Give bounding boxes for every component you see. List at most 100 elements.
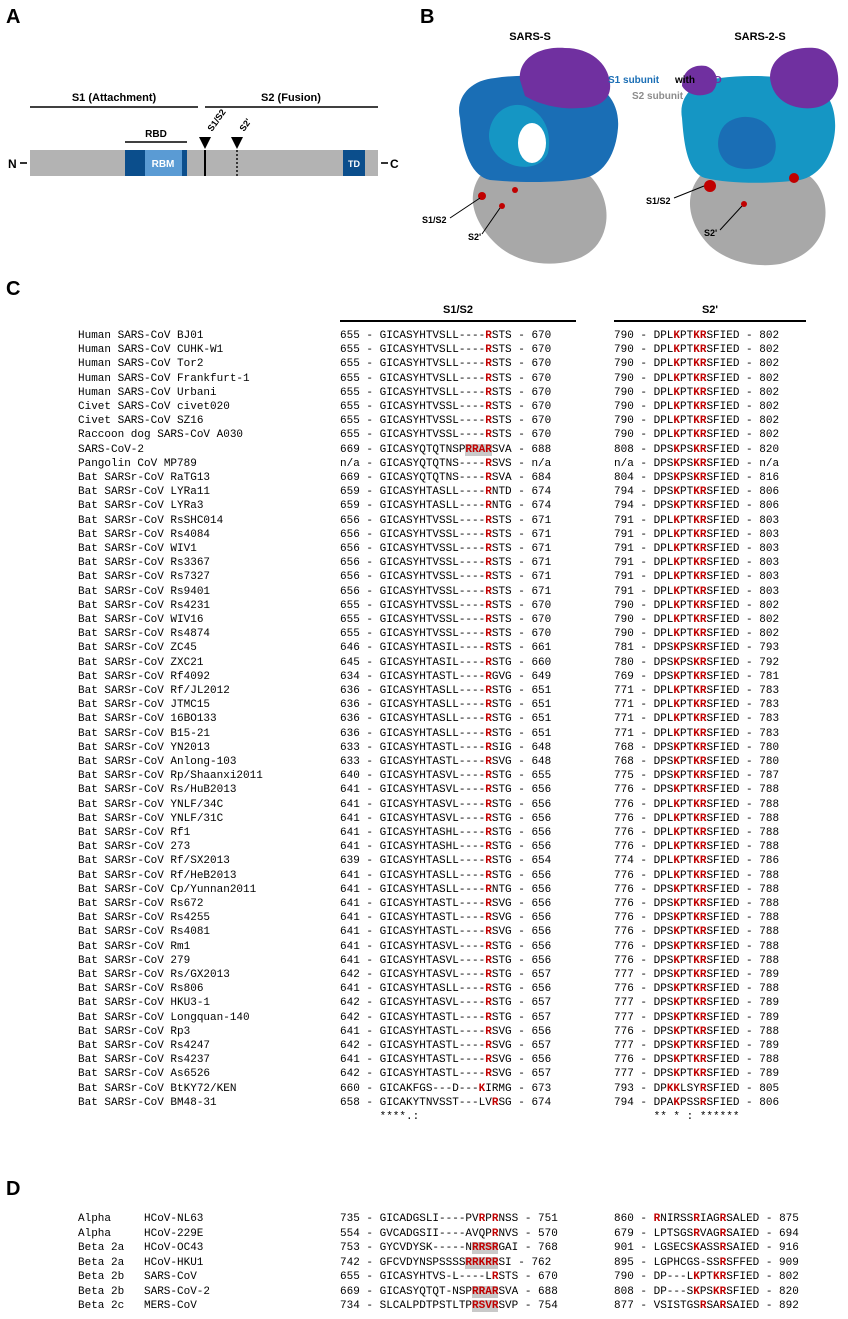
strain-name: Bat SARSr-CoV Rs4081 [78,926,210,939]
s1s2-sequence: 642 - GICASYHTASTL----RSVG - 657 [340,1040,551,1053]
panel-letter-a: A [6,6,20,29]
genus-group: Beta 2a [78,1257,124,1270]
strain-name: Bat SARSr-CoV Rm1 [78,941,190,954]
strain-name: Bat SARSr-CoV B15-21 [78,728,210,741]
s1s2-sequence: 641 - GICASYHTASVL----RSTG - 656 [340,813,551,826]
s2p-sequence: 777 - DPSKPTKRSFIED - 789 [614,969,779,982]
s1s2-sequence: 655 - GICASYHTVSSL----RSTS - 670 [340,614,551,627]
s2p-sequence: 777 - DPSKPTKRSFIED - 789 [614,1068,779,1081]
virus-name: SARS-CoV-2 [144,1286,210,1299]
s2p-sequence: 679 - LPTSGSRVAGRSAIED - 694 [614,1228,799,1241]
s2p-sequence: 776 - DPLKPTKRSFIED - 788 [614,870,779,883]
s2p-sequence: 771 - DPLKPTKRSFIED - 783 [614,713,779,726]
s2p-sequence: 776 - DPSKPTKRSFIED - 788 [614,1054,779,1067]
virus-name: HCoV-OC43 [144,1242,203,1255]
s1s2-sequence: 656 - GICASYHTVSSL----RSTS - 671 [340,543,551,556]
s1s2-sequence: 642 - GICASYHTASTL----RSVG - 657 [340,1068,551,1081]
virus-name: SARS-CoV [144,1271,197,1284]
s2p-site-label: S2' [237,117,253,134]
s2p-sequence: 790 - DPLKPTKRSFIED - 802 [614,614,779,627]
s2p-sequence: 776 - DPLKPTKRSFIED - 788 [614,799,779,812]
s1s2-sequence: 641 - GICASYHTASTL----RSVG - 656 [340,1026,551,1039]
s2p-sequence: 791 - DPLKPTKRSFIED - 803 [614,557,779,570]
strain-name: Bat SARSr-CoV Cp/Yunnan2011 [78,884,256,897]
strain-name: Bat SARSr-CoV RsSHC014 [78,515,223,528]
s2p-sequence: 776 - DPSKPTKRSFIED - 788 [614,1026,779,1039]
s1s2-sequence: 656 - GICASYHTVSSL----RSTS - 671 [340,557,551,570]
s2p-sequence: 776 - DPLKPTKRSFIED - 788 [614,841,779,854]
s1s2-sequence: 641 - GICASYHTASTL----RSVG - 656 [340,926,551,939]
s2p-sequence: n/a - DPSKPSKRSFIED - n/a [614,458,779,471]
strain-name: Bat SARSr-CoV Rs4237 [78,1054,210,1067]
s1s2-sequence: 655 - GICASYHTVSLL----RSTS - 670 [340,330,551,343]
strain-name: Bat SARSr-CoV 279 [78,955,190,968]
s2p-sequence: 777 - DPSKPTKRSFIED - 789 [614,997,779,1010]
strain-name: Bat SARSr-CoV ZXC21 [78,657,203,670]
s1s2-sequence: 742 - GFCVDYNSPSSSSRRKRRSI - 762 [340,1257,551,1270]
s2p-consensus: ** * : ****** [614,1111,739,1124]
strain-name: Bat SARSr-CoV Rf1 [78,827,190,840]
s1s2-sequence: 642 - GICASYHTASVL----RSTG - 657 [340,969,551,982]
s1s2-sequence: 753 - GYCVDYSK-----NRRSRGAI - 768 [340,1242,558,1255]
s2p-sequence: 776 - DPSKPTKRSFIED - 788 [614,884,779,897]
strain-name: Bat SARSr-CoV Rs4247 [78,1040,210,1053]
s2p-sequence: 790 - DPLKPTKRSFIED - 802 [614,387,779,400]
s2p-sequence: 793 - DPKKLSYRSFIED - 805 [614,1083,779,1096]
sars-s-site-extra [512,187,518,193]
s2p-sequence: 776 - DPSKPTKRSFIED - 788 [614,983,779,996]
s1s2-sequence: 641 - GICASYHTASVL----RSTG - 656 [340,955,551,968]
sars2-s-s1s2-label: S1/S2 [646,196,671,206]
strain-name: Civet SARS-CoV SZ16 [78,415,203,428]
strain-name: Bat SARSr-CoV LYRa3 [78,500,203,513]
strain-name: Human SARS-CoV Frankfurt-1 [78,373,250,386]
strain-name: Bat SARSr-CoV Rs672 [78,898,203,911]
sars2-s-site-extra [789,173,799,183]
s1s2-sequence: 656 - GICASYHTVSSL----RSTS - 671 [340,515,551,528]
s2p-sequence: 791 - DPLKPTKRSFIED - 803 [614,571,779,584]
s1s2-sequence: 655 - GICASYHTVSSL----RSTS - 670 [340,628,551,641]
s1s2-sequence: 645 - GICASYHTASIL----RSTG - 660 [340,657,551,670]
s1s2-sequence: 641 - GICASYHTASHL----RSTG - 656 [340,827,551,840]
virus-name: HCoV-HKU1 [144,1257,203,1270]
sars2-s-title: SARS-2-S [734,31,785,43]
s1s2-sequence: 655 - GICASYHTVSLL----RSTS - 670 [340,387,551,400]
s2p-sequence: 790 - DPLKPTKRSFIED - 802 [614,330,779,343]
s2p-sequence: 776 - DPLKPTKRSFIED - 788 [614,813,779,826]
strain-name: Bat SARSr-CoV BtKY72/KEN [78,1083,236,1096]
legend-rbd: RBD [700,75,722,86]
s2p-sequence: 790 - DPLKPTKRSFIED - 802 [614,600,779,613]
s1s2-sequence: 633 - GICASYHTASTL----RSVG - 648 [340,756,551,769]
strain-name: Bat SARSr-CoV Longquan-140 [78,1012,250,1025]
s1s2-sequence: 636 - GICASYHTASLL----RSTG - 651 [340,685,551,698]
strain-name: Bat SARSr-CoV Rs4255 [78,912,210,925]
s2p-sequence: 776 - DPSKPTKRSFIED - 788 [614,926,779,939]
genus-group: Beta 2b [78,1286,124,1299]
legend-s1-subunit: S1 subunit [608,75,660,86]
td-label: TD [348,159,360,169]
s2p-sequence: 780 - DPSKPSKRSFIED - 792 [614,657,779,670]
genus-group: Alpha [78,1213,111,1226]
s1s2-sequence: 655 - GICASYHTVSSL----RSTS - 670 [340,415,551,428]
s2p-sequence: 790 - DP---LKPTKRSFIED - 802 [614,1271,799,1284]
strain-name: SARS-CoV-2 [78,444,144,457]
s1s2-sequence: 641 - GICASYHTASTL----RSVG - 656 [340,1054,551,1067]
strain-name: Bat SARSr-CoV JTMC15 [78,699,210,712]
s1s2-sequence: 642 - GICASYHTASTL----RSTG - 657 [340,1012,551,1025]
s2p-sequence: 776 - DPSKPTKRSFIED - 788 [614,912,779,925]
strain-name: Human SARS-CoV Tor2 [78,358,203,371]
s2-fusion-label: S2 (Fusion) [261,92,321,104]
s1s2-sequence: 655 - GICASYHTVSSL----RSTS - 670 [340,600,551,613]
s1s2-sequence: 655 - GICASYHTVSLL----RSTS - 670 [340,344,551,357]
rbm-label: RBM [152,159,175,170]
s2p-sequence: 790 - DPLKPTKRSFIED - 802 [614,373,779,386]
s2p-sequence: 774 - DPLKPTKRSFIED - 786 [614,855,779,868]
s1s2-sequence: 554 - GVCADGSII----AVQPRNVS - 570 [340,1228,558,1241]
strain-name: Bat SARSr-CoV Rs4874 [78,628,210,641]
strain-name: Bat SARSr-CoV 16BO133 [78,713,217,726]
s2p-sequence: 776 - DPLKPTKRSFIED - 788 [614,827,779,840]
strain-name: Bat SARSr-CoV Rs/GX2013 [78,969,230,982]
strain-name: Pangolin CoV MP789 [78,458,197,471]
s1s2-consensus: ****.: [340,1111,419,1124]
s1s2-sequence: 658 - GICAKYTNVSST---LVRSG - 674 [340,1097,551,1110]
s2p-sequence: 771 - DPLKPTKRSFIED - 783 [614,728,779,741]
